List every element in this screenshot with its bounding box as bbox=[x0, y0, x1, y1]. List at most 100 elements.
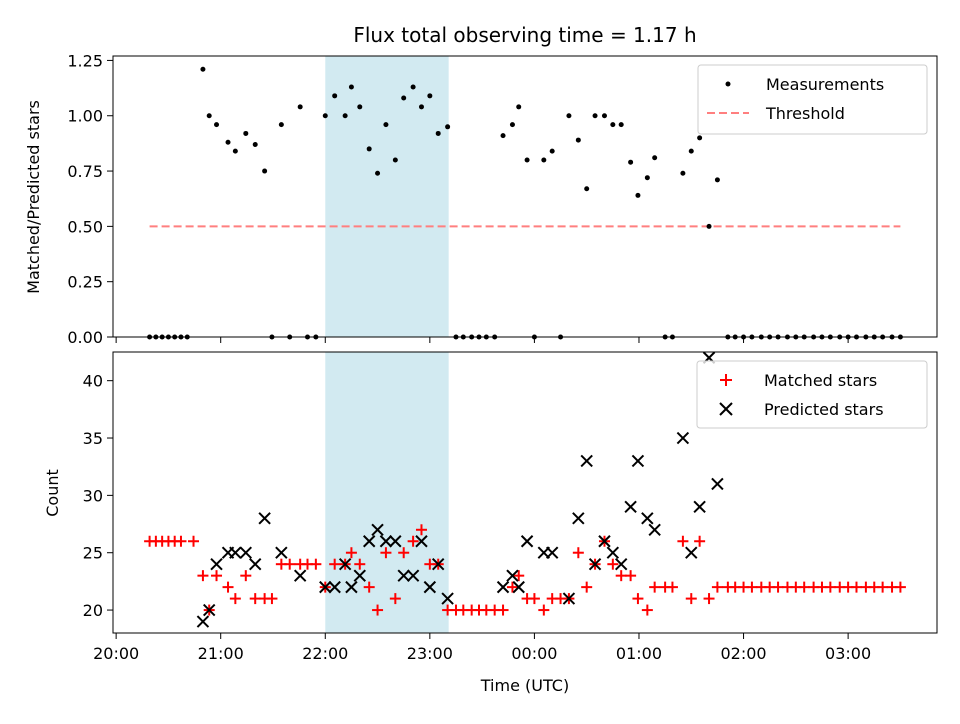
predicted-star-point bbox=[258, 512, 271, 525]
matched-star-point bbox=[310, 558, 322, 570]
measurement-point bbox=[332, 93, 338, 99]
x-tick-label: 21:00 bbox=[198, 644, 244, 663]
predicted-star-point bbox=[588, 557, 602, 571]
predicted-star-stroke bbox=[202, 603, 216, 617]
matched-star-point bbox=[345, 547, 357, 559]
predicted-star-point bbox=[371, 523, 384, 536]
predicted-star-stroke bbox=[512, 580, 525, 594]
top-x-ticks bbox=[115, 337, 849, 343]
predicted-star-point bbox=[520, 535, 534, 548]
measurement-point bbox=[342, 113, 348, 119]
x-tick-label: 20:00 bbox=[93, 644, 139, 663]
top-y-axis-label: Matched/Predicted stars bbox=[24, 100, 43, 294]
legend-threshold-label: Threshold bbox=[765, 104, 845, 123]
chart-title: Flux total observing time = 1.17 h bbox=[353, 23, 696, 47]
predicted-star-point bbox=[196, 615, 210, 628]
measurement-point bbox=[366, 146, 372, 152]
matched-star-point bbox=[772, 581, 784, 593]
y-tick-label: 0.25 bbox=[67, 273, 103, 292]
measurement-point bbox=[262, 168, 268, 174]
predicted-star-stroke bbox=[371, 523, 384, 536]
predicted-star-stroke bbox=[415, 535, 428, 548]
predicted-star-stroke bbox=[606, 546, 620, 559]
matched-star-point bbox=[389, 593, 401, 605]
predicted-star-stroke bbox=[275, 546, 288, 559]
matched-star-point bbox=[372, 604, 384, 616]
measurement-point bbox=[706, 223, 712, 229]
measurement-point bbox=[566, 113, 572, 119]
measurement-point bbox=[418, 104, 424, 110]
measurement-point bbox=[375, 170, 381, 176]
predicted-star-point bbox=[406, 569, 420, 582]
predicted-star-point bbox=[362, 535, 376, 548]
predicted-star-point bbox=[338, 557, 352, 571]
measurement-point bbox=[401, 95, 407, 101]
predicted-star-stroke bbox=[685, 546, 698, 559]
predicted-star-point bbox=[685, 546, 698, 559]
bottom-legend-box bbox=[696, 360, 928, 429]
measurement-point bbox=[278, 122, 284, 128]
predicted-star-point bbox=[275, 546, 288, 559]
measurement-point bbox=[445, 124, 451, 130]
measurement-point bbox=[680, 170, 686, 176]
matched-star-point bbox=[894, 581, 906, 593]
predicted-star-stroke bbox=[258, 512, 271, 525]
predicted-star-point bbox=[423, 580, 437, 594]
top-highlight-span bbox=[325, 56, 449, 337]
predicted-star-stroke bbox=[598, 535, 611, 548]
matched-star-point bbox=[354, 558, 366, 570]
matched-star-point bbox=[538, 604, 550, 616]
legend-measurements-label: Measurements bbox=[766, 75, 884, 94]
measurement-point bbox=[516, 104, 522, 110]
top-panel: 0.00 0.25 0.50 0.75 1.00 1.25 Matched/Predict… bbox=[24, 51, 938, 347]
predicted-star-point bbox=[572, 512, 585, 525]
predicted-star-point bbox=[239, 546, 253, 559]
measurement-point bbox=[601, 113, 607, 119]
matched-star-point bbox=[229, 593, 241, 605]
matched-star-point bbox=[240, 570, 252, 582]
predicted-star-stroke bbox=[397, 569, 410, 582]
predicted-star-stroke bbox=[345, 580, 358, 594]
predicted-star-stroke bbox=[432, 557, 445, 571]
predicted-star-stroke bbox=[693, 500, 706, 514]
measurement-point bbox=[322, 113, 328, 119]
bottom-y-ticks: 20 25 30 35 40 bbox=[83, 372, 113, 620]
matched-star-point bbox=[685, 593, 697, 605]
measurement-point bbox=[297, 104, 303, 110]
measurement-point bbox=[652, 155, 658, 161]
predicted-star-point bbox=[606, 546, 620, 559]
predicted-star-point bbox=[512, 580, 525, 594]
matched-star-point bbox=[211, 570, 223, 582]
measurement-point bbox=[610, 122, 616, 128]
predicted-star-stroke bbox=[353, 569, 366, 582]
matched-star-point bbox=[222, 581, 234, 593]
legend-predicted-label: Predicted stars bbox=[764, 400, 884, 419]
predicted-star-stroke bbox=[676, 431, 690, 445]
matched-star-point bbox=[497, 604, 509, 616]
measurement-point bbox=[635, 192, 641, 198]
legend-matched-marker bbox=[720, 374, 732, 386]
matched-star-point bbox=[528, 593, 540, 605]
matched-star-point bbox=[407, 535, 419, 547]
measurement-point bbox=[348, 84, 354, 90]
measurement-point bbox=[509, 122, 515, 128]
predicted-star-stroke bbox=[249, 557, 262, 571]
measurement-point bbox=[225, 139, 231, 145]
measurement-point bbox=[200, 66, 206, 72]
predicted-star-point bbox=[506, 569, 519, 582]
predicted-star-point bbox=[580, 454, 593, 468]
predicted-star-point bbox=[229, 546, 242, 559]
measurement-point bbox=[714, 177, 720, 183]
predicted-star-stroke bbox=[506, 569, 519, 582]
predicted-star-point bbox=[676, 431, 690, 445]
y-tick-label: 0.75 bbox=[67, 162, 103, 181]
x-tick-label: 01:00 bbox=[616, 644, 662, 663]
matched-star-point bbox=[641, 604, 653, 616]
predicted-star-stroke bbox=[562, 592, 576, 605]
predicted-star-stroke bbox=[631, 454, 645, 468]
measurement-point bbox=[214, 122, 220, 128]
matched-star-point bbox=[877, 581, 889, 593]
predicted-star-point bbox=[379, 535, 393, 548]
measurement-point bbox=[392, 157, 398, 163]
